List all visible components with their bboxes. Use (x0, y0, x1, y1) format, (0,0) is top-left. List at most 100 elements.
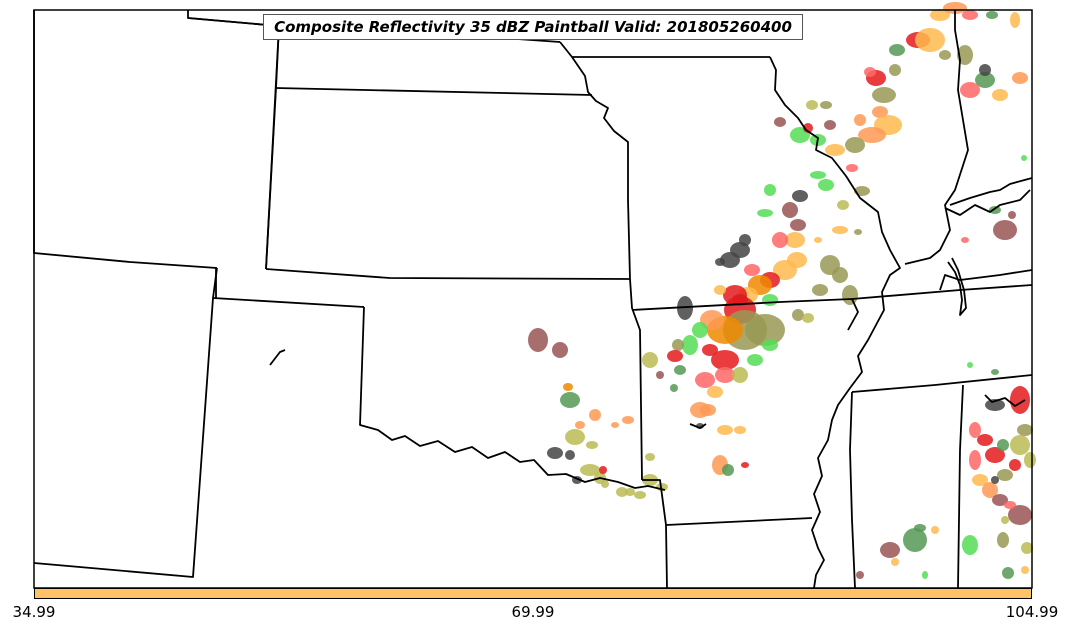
storm-cell (962, 10, 978, 20)
state-boundaries (33, 10, 1033, 589)
ok-tx-border (359, 306, 666, 491)
storm-cell (667, 350, 683, 362)
storm-cell (810, 171, 826, 179)
storm-cell (790, 219, 806, 231)
storm-cell (792, 190, 808, 202)
storm-cell (722, 464, 734, 476)
storm-cell (599, 466, 607, 474)
storm-cell (997, 469, 1013, 481)
storm-cell (989, 206, 1001, 214)
storm-cell (720, 252, 740, 268)
storm-cell (625, 488, 635, 496)
ms-al-border (957, 384, 964, 589)
storm-cell (975, 72, 995, 88)
storm-cell (1009, 459, 1021, 471)
storm-cell (565, 450, 575, 460)
storm-cell (616, 487, 628, 497)
storm-cell (1021, 155, 1027, 161)
storm-cell (856, 571, 864, 579)
storm-cell (1010, 12, 1020, 28)
lake-kentucky (947, 257, 967, 316)
storm-cell (757, 209, 773, 217)
storm-cell (986, 11, 998, 19)
storm-cell (818, 179, 834, 191)
storm-cell (837, 200, 849, 210)
storm-cell (1012, 72, 1028, 84)
storm-cell (611, 422, 619, 428)
storm-cell (711, 350, 739, 370)
storm-cell (717, 425, 733, 435)
storm-cell (854, 229, 862, 235)
storm-cell (764, 184, 776, 196)
storm-cell (825, 144, 845, 156)
storm-cell (634, 491, 646, 499)
storm-cell (563, 383, 573, 391)
storm-cell (962, 535, 978, 555)
storm-cell (1004, 501, 1016, 509)
storm-cell (586, 441, 598, 449)
storm-cell (991, 476, 999, 484)
storm-cell (992, 494, 1008, 506)
tenn-river (984, 394, 1026, 407)
ms-river (769, 56, 901, 589)
storm-cell (824, 120, 836, 130)
storm-cell (922, 571, 928, 579)
storm-cell (832, 226, 848, 234)
storm-cell (560, 392, 580, 408)
storm-cell (773, 260, 797, 280)
storm-cell (565, 429, 585, 445)
storm-cell (656, 371, 664, 379)
storm-cell (997, 532, 1009, 548)
storm-cell (1010, 435, 1030, 455)
storm-cell (842, 285, 858, 305)
storm-cell (552, 342, 568, 358)
storm-cell (785, 232, 805, 248)
storm-cell (969, 450, 981, 470)
map-title: Composite Reflectivity 35 dBZ Paintball … (263, 14, 803, 40)
storm-cell (814, 237, 822, 243)
storm-cell (889, 64, 901, 76)
storm-cell (889, 44, 905, 56)
storm-cell (903, 528, 927, 552)
storm-cell (991, 369, 999, 375)
storm-cell (715, 258, 725, 266)
colorbar-tick-mid: 69.99 (511, 603, 555, 621)
storm-cell (820, 101, 832, 109)
storm-cell (772, 232, 788, 248)
ar-la-border (665, 517, 813, 526)
storm-cell (915, 28, 945, 52)
storm-cell (645, 453, 655, 461)
storm-cell (943, 2, 967, 14)
storm-cell (1017, 424, 1033, 436)
storm-cell (845, 137, 865, 153)
storm-cell (979, 64, 991, 76)
storm-cell (930, 9, 950, 21)
storm-cell (1008, 505, 1032, 525)
in-ky-river (944, 189, 1031, 216)
storm-cell (692, 322, 708, 338)
storm-cell (695, 372, 715, 388)
storm-cell (1008, 211, 1016, 219)
storm-cell (854, 114, 866, 126)
colorbar-tick-min: 34.99 (12, 603, 56, 621)
storm-cell (700, 404, 716, 416)
storm-cell (806, 100, 818, 110)
storm-cell (967, 362, 973, 368)
storm-cell (642, 352, 658, 368)
storm-cell (939, 50, 951, 60)
storm-cell (1002, 567, 1014, 579)
storm-cell (580, 464, 600, 476)
map-background (34, 10, 1032, 588)
storm-cell (802, 313, 814, 323)
ok-mo-ar-border (629, 278, 643, 481)
storm-cell (1021, 542, 1033, 554)
storm-cell (741, 462, 749, 468)
colorbar-tick-max: 104.99 (1005, 603, 1059, 621)
storm-cell (528, 328, 548, 352)
storm-cell (985, 447, 1005, 463)
storm-cell (723, 285, 747, 305)
storm-cell (672, 339, 684, 351)
ky-border-top (949, 177, 1033, 206)
storm-cell (682, 335, 698, 355)
